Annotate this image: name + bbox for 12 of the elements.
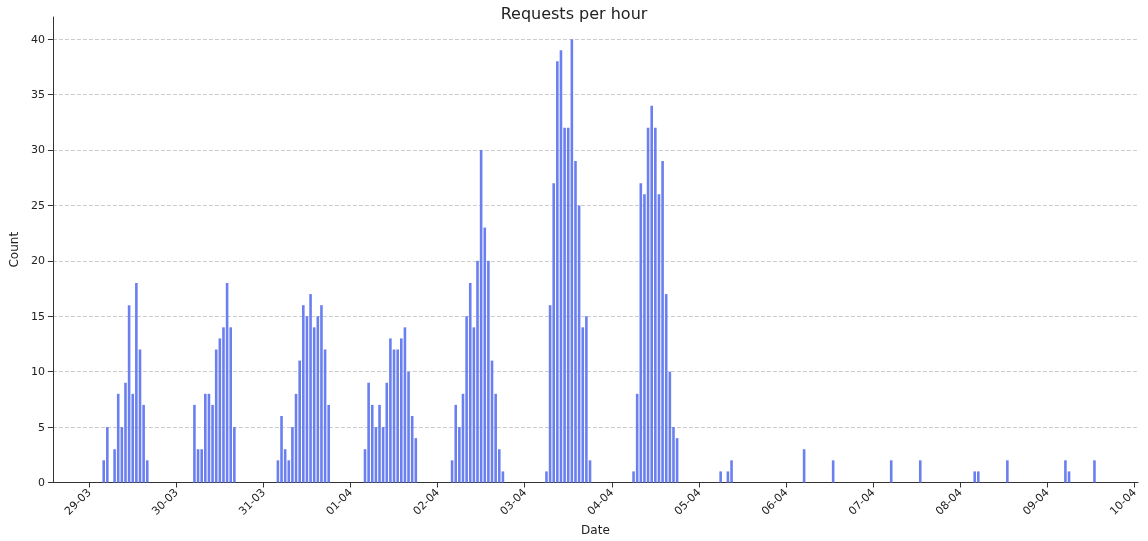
y-tick-label: 5 [37, 420, 45, 434]
x-axis-title: Date [581, 523, 610, 537]
y-tick-label: 20 [30, 254, 45, 268]
y-tick-label: 25 [30, 198, 45, 212]
y-tick-label: 10 [30, 365, 45, 379]
chart-title: Requests per hour [500, 3, 648, 23]
y-axis-title: Count [7, 231, 21, 268]
y-tick-label: 15 [30, 309, 45, 323]
y-tick-label: 0 [37, 475, 45, 489]
y-tick-label: 35 [30, 88, 45, 102]
y-tick-label: 30 [30, 143, 45, 157]
y-tick-label: 40 [30, 32, 45, 46]
